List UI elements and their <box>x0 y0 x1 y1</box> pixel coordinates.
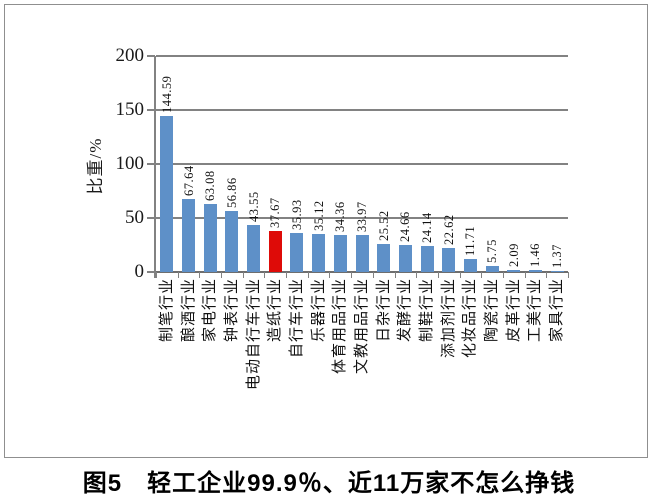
bar <box>377 244 391 272</box>
x-tick <box>264 272 266 278</box>
bar <box>355 235 369 272</box>
bar <box>203 203 217 272</box>
x-tick <box>199 272 201 278</box>
x-axis-label: 乐器行业 <box>310 278 327 343</box>
bar-value-label: 5.75 <box>485 238 500 263</box>
x-tick <box>307 272 309 278</box>
x-axis-label: 电动自行车行业 <box>245 278 262 391</box>
x-tick <box>286 272 288 278</box>
x-axis-label: 家具行业 <box>549 278 566 343</box>
x-tick <box>394 272 396 278</box>
bar <box>485 265 499 272</box>
bar <box>333 234 347 272</box>
x-tick <box>177 272 179 278</box>
y-tick-label: 200 <box>115 45 145 66</box>
y-tick <box>147 55 155 57</box>
x-tick <box>568 272 569 278</box>
y-axis-line <box>154 56 156 278</box>
bar <box>420 245 434 272</box>
bar-value-label: 63.08 <box>203 170 218 201</box>
bar <box>182 198 196 272</box>
x-axis-label: 制笔行业 <box>158 278 175 343</box>
x-tick <box>221 272 223 278</box>
y-tick-label: 100 <box>115 153 145 174</box>
y-tick-label: 150 <box>115 99 145 120</box>
bar-value-label: 1.37 <box>550 243 565 268</box>
x-tick <box>351 272 353 278</box>
x-tick <box>546 272 548 278</box>
y-tick-label: 0 <box>134 261 145 282</box>
bar <box>528 270 542 272</box>
x-axis-label: 家电行业 <box>202 278 219 343</box>
bar-value-label: 67.64 <box>181 165 196 196</box>
x-tick <box>372 272 374 278</box>
bar <box>225 210 239 272</box>
bar <box>160 115 174 272</box>
bar-value-label: 37.67 <box>268 197 283 229</box>
bar-value-label: 33.97 <box>355 201 369 233</box>
x-tick <box>502 272 504 278</box>
x-tick <box>524 272 526 278</box>
x-axis-label: 添加剂行业 <box>440 278 457 359</box>
y-gridline <box>156 55 568 57</box>
y-gridline <box>156 109 568 111</box>
y-tick <box>147 271 155 273</box>
bar <box>442 247 456 272</box>
bar <box>463 259 477 272</box>
x-axis-label: 陶瓷行业 <box>484 278 501 343</box>
bar-value-label: 144.59 <box>159 75 174 113</box>
x-tick <box>481 272 483 278</box>
y-gridline <box>156 217 568 219</box>
x-tick <box>459 272 461 278</box>
bar-value-label: 25.52 <box>376 210 391 242</box>
x-axis-label: 工美行业 <box>527 278 544 343</box>
x-axis-label: 发酵行业 <box>397 278 414 343</box>
bar-value-label: 1.46 <box>528 243 543 268</box>
bar <box>268 231 282 272</box>
bar-value-label: 34.36 <box>333 201 348 232</box>
y-gridline <box>156 271 568 273</box>
bar <box>398 245 412 272</box>
y-axis-title: 比重/% <box>86 137 105 195</box>
bar <box>290 233 304 272</box>
x-tick <box>156 272 157 278</box>
x-tick <box>437 272 439 278</box>
y-tick <box>147 217 155 219</box>
x-tick <box>416 272 418 278</box>
bar <box>507 269 521 272</box>
x-axis-label: 自行车行业 <box>288 278 305 359</box>
bar-value-label: 35.12 <box>311 200 326 232</box>
bar-value-label: 22.62 <box>441 213 456 245</box>
x-axis-label: 酿酒行业 <box>180 278 197 343</box>
x-axis-label: 文教用品行业 <box>354 278 370 375</box>
figure-caption: 图5 轻工企业99.9％、近11万家不怎么挣钱 <box>82 470 576 497</box>
x-axis-label: 皮革行业 <box>505 278 522 343</box>
bar <box>550 270 564 272</box>
bar-value-label: 56.86 <box>224 176 239 208</box>
bar-value-label: 24.66 <box>398 211 413 243</box>
bar-value-label: 35.93 <box>289 199 304 231</box>
y-tick <box>147 163 155 165</box>
x-axis-label: 体育用品行业 <box>332 278 349 375</box>
x-axis-label: 日杂行业 <box>375 278 392 343</box>
bar-value-label: 43.55 <box>246 191 261 222</box>
chart-frame <box>4 4 648 458</box>
x-axis-label: 制鞋行业 <box>419 278 436 343</box>
y-gridline <box>156 163 568 165</box>
y-tick <box>147 109 155 111</box>
bar-value-label: 11.71 <box>463 226 478 257</box>
x-axis-label: 钟表行业 <box>223 278 240 343</box>
x-tick <box>242 272 244 278</box>
x-tick <box>329 272 331 278</box>
x-axis-label: 化妆品行业 <box>462 278 479 359</box>
bar <box>312 234 326 272</box>
x-axis-label: 造纸行业 <box>267 278 284 343</box>
bar-value-label: 2.09 <box>506 242 521 267</box>
bar <box>247 224 261 272</box>
y-tick-label: 50 <box>125 207 144 228</box>
bar-value-label: 24.14 <box>420 212 435 243</box>
